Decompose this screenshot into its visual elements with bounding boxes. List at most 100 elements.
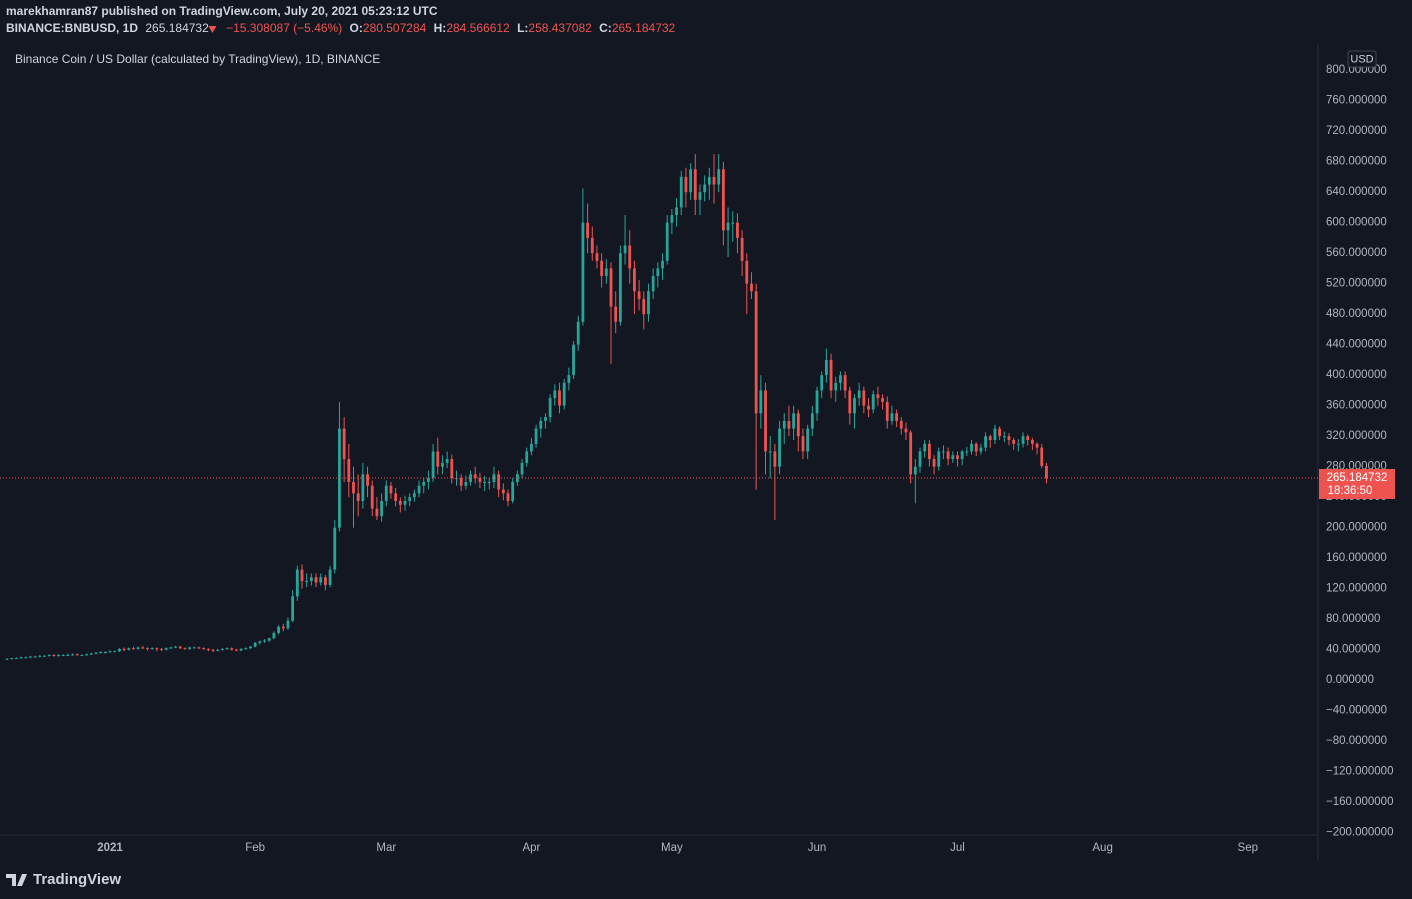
candle-body bbox=[352, 481, 355, 494]
candle-body bbox=[956, 455, 959, 460]
candle-body bbox=[647, 291, 650, 315]
open-label: O: bbox=[350, 21, 363, 35]
candle-body bbox=[431, 451, 435, 479]
candle-body bbox=[295, 569, 299, 597]
candle-body bbox=[899, 420, 903, 429]
candle-body bbox=[721, 169, 725, 231]
candle-body bbox=[206, 648, 210, 650]
last-price-label: 265.184732 bbox=[1327, 472, 1388, 484]
candle-body bbox=[281, 626, 285, 629]
candle-body bbox=[576, 321, 580, 345]
candle-body bbox=[483, 481, 486, 483]
candle-body bbox=[263, 640, 266, 642]
candle-body bbox=[675, 207, 678, 216]
candle-body bbox=[1016, 443, 1020, 445]
candle-body bbox=[539, 420, 543, 429]
candle-body bbox=[361, 474, 365, 502]
candle-body bbox=[717, 169, 721, 185]
x-tick-label: Sep bbox=[1238, 842, 1258, 854]
candle-body bbox=[707, 176, 711, 185]
candle-body bbox=[347, 459, 351, 482]
candle-body bbox=[642, 298, 646, 315]
candle-body bbox=[750, 283, 753, 292]
candle-body bbox=[291, 596, 295, 621]
candle-body bbox=[759, 390, 763, 414]
candle-body bbox=[754, 291, 758, 414]
candle-body bbox=[618, 253, 622, 322]
candle-body bbox=[309, 577, 313, 582]
candle-body bbox=[970, 443, 973, 452]
candle-body bbox=[881, 398, 884, 402]
candle-body bbox=[633, 268, 636, 292]
candle-body bbox=[225, 648, 229, 650]
chart-title: Binance Coin / US Dollar (calculated by … bbox=[15, 52, 380, 66]
low-value: 258.437082 bbox=[528, 21, 592, 35]
candle-body bbox=[202, 648, 206, 650]
candle-body bbox=[497, 474, 501, 490]
candle-body bbox=[455, 478, 458, 480]
y-tick-label: 440.000000 bbox=[1326, 339, 1387, 351]
x-tick-label: Apr bbox=[522, 842, 540, 854]
candle-body bbox=[895, 413, 899, 421]
candle-body bbox=[5, 658, 9, 660]
candle-body bbox=[66, 655, 70, 657]
low-label: L: bbox=[517, 21, 528, 35]
candle-body bbox=[586, 222, 590, 238]
candle-body bbox=[408, 497, 412, 502]
y-tick-label: 160.000000 bbox=[1326, 552, 1387, 564]
candle-body bbox=[501, 489, 505, 494]
candle-body bbox=[590, 237, 594, 254]
candle-body bbox=[913, 466, 917, 475]
brand-logo: TradingView bbox=[6, 871, 121, 888]
candle-body bbox=[487, 481, 491, 483]
candle-body bbox=[801, 436, 805, 452]
y-tick-label: 400.000000 bbox=[1326, 369, 1387, 381]
candle-body bbox=[85, 654, 89, 656]
candle-body bbox=[806, 428, 810, 452]
candle-body bbox=[333, 527, 337, 570]
candle-body bbox=[651, 276, 655, 292]
candle-body bbox=[258, 641, 262, 643]
candle-body bbox=[445, 459, 449, 463]
candle-body bbox=[305, 581, 309, 583]
y-tick-label: −120.000000 bbox=[1326, 766, 1393, 778]
candle-body bbox=[164, 648, 168, 650]
candle-body bbox=[937, 451, 941, 467]
candle-body bbox=[57, 655, 60, 657]
candle-body bbox=[459, 478, 463, 486]
candle-body bbox=[249, 646, 252, 649]
candle-body bbox=[389, 485, 393, 494]
candle-body bbox=[450, 459, 454, 479]
candle-body bbox=[10, 658, 14, 660]
candles bbox=[5, 154, 1048, 660]
candle-body bbox=[211, 649, 215, 651]
candle-body bbox=[169, 647, 173, 649]
last-value: 265.184732 bbox=[145, 21, 209, 35]
candle-body bbox=[614, 306, 618, 322]
candle-body bbox=[820, 375, 824, 391]
candle-body bbox=[384, 485, 388, 502]
candle-body bbox=[853, 398, 856, 414]
candle-body bbox=[665, 222, 669, 261]
candle-body bbox=[375, 508, 379, 517]
candle-body bbox=[946, 451, 950, 460]
candle-body bbox=[656, 268, 660, 277]
candle-body bbox=[183, 648, 187, 650]
candle-body bbox=[857, 390, 861, 399]
candle-body bbox=[885, 401, 889, 421]
candle-body bbox=[398, 501, 402, 505]
candle-body bbox=[94, 652, 98, 654]
candle-body bbox=[815, 390, 819, 414]
candle-body bbox=[47, 655, 51, 657]
candle-body bbox=[562, 382, 566, 406]
candle-body bbox=[862, 390, 866, 406]
x-tick-label: Mar bbox=[376, 842, 396, 854]
candle-body bbox=[436, 451, 440, 467]
candle-body bbox=[160, 648, 163, 650]
candle-body bbox=[558, 390, 561, 406]
down-arrow-icon bbox=[208, 26, 217, 33]
y-tick-label: 640.000000 bbox=[1326, 186, 1387, 198]
candle-body bbox=[328, 569, 332, 585]
candle-body bbox=[188, 647, 192, 649]
